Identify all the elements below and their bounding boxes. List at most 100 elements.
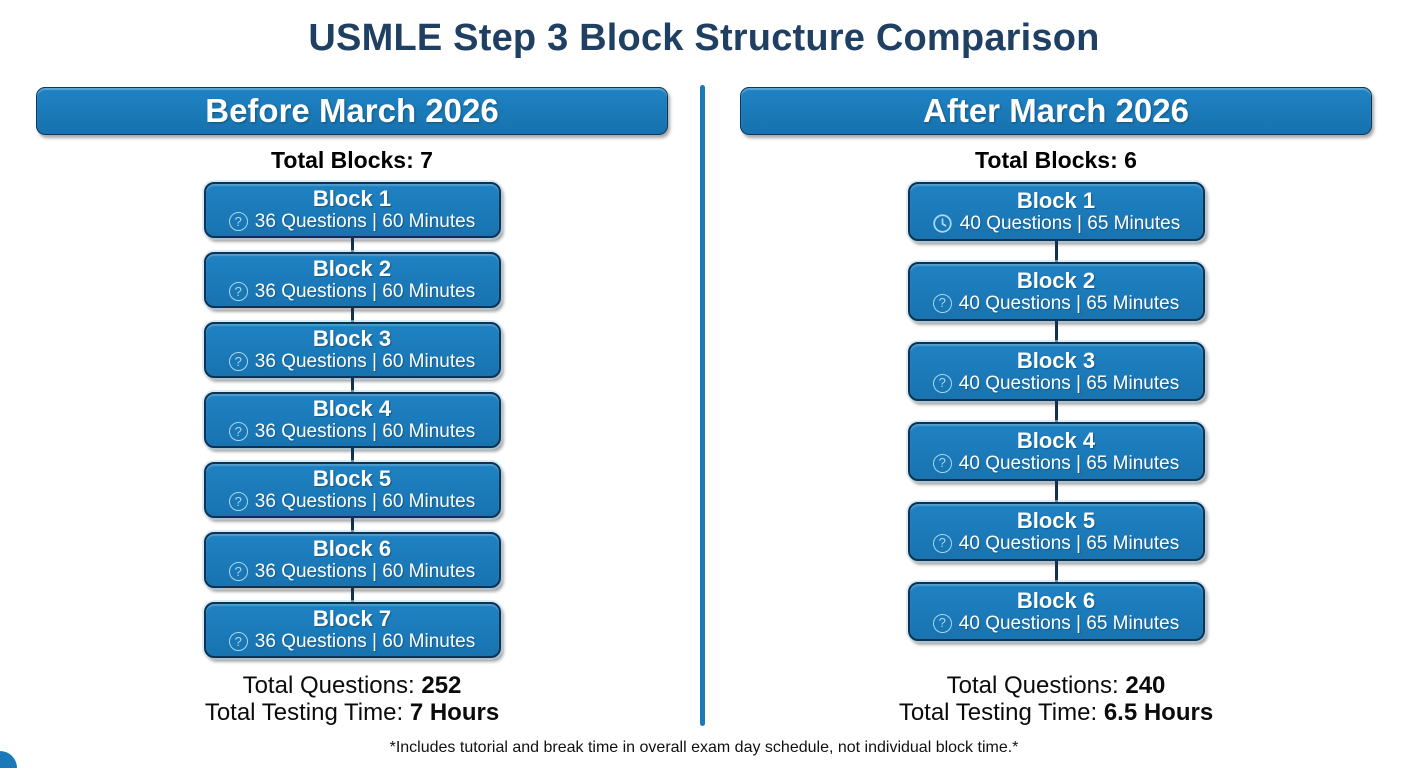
column-after: After March 2026 Total Blocks: 6 Block 1…	[740, 87, 1372, 726]
block-name: Block 2	[1016, 267, 1096, 293]
total-time-label: Total Testing Time:	[204, 699, 404, 726]
connector-line	[350, 308, 354, 322]
block-details: ? 40 Questions | 65 Minutes	[932, 372, 1180, 394]
question-circle-icon: ?	[228, 492, 248, 512]
question-circle-icon: ?	[932, 533, 952, 553]
connector-line	[350, 378, 354, 392]
block-card: Block 5 ? 36 Questions | 60 Minutes	[203, 462, 501, 518]
question-circle-icon: ?	[932, 373, 952, 393]
block-details-text: 40 Questions | 65 Minutes	[958, 372, 1180, 394]
block-card: Block 3 ? 40 Questions | 65 Minutes	[907, 342, 1205, 401]
block-details-text: 36 Questions | 60 Minutes	[254, 631, 476, 653]
block-details: ? 36 Questions | 60 Minutes	[228, 281, 476, 303]
block-card: Block 1 ? 36 Questions | 60 Minutes	[203, 182, 501, 238]
block-card: Block 3 ? 36 Questions | 60 Minutes	[203, 322, 501, 378]
block-details-text: 36 Questions | 60 Minutes	[254, 561, 476, 583]
total-time-label: Total Testing Time:	[898, 699, 1098, 726]
column-before: Before March 2026 Total Blocks: 7 Block …	[36, 87, 668, 726]
block-details-text: 40 Questions | 65 Minutes	[958, 452, 1180, 474]
total-blocks-label: Total Blocks: 7	[271, 147, 433, 173]
question-circle-icon: ?	[228, 212, 248, 232]
block-details: 40 Questions | 65 Minutes	[932, 213, 1180, 234]
column-after-header: After March 2026	[740, 87, 1372, 135]
block-details: ? 36 Questions | 60 Minutes	[228, 491, 476, 513]
block-card: Block 4 ? 40 Questions | 65 Minutes	[907, 422, 1205, 481]
block-list-after: Block 1 40 Questions | 65 Minutes Block …	[907, 182, 1205, 659]
block-details: ? 36 Questions | 60 Minutes	[228, 421, 476, 443]
column-divider	[700, 85, 705, 726]
footnote-text: *Includes tutorial and break time in ove…	[389, 739, 1019, 756]
block-details: ? 36 Questions | 60 Minutes	[228, 561, 476, 583]
connector-line	[350, 238, 354, 252]
total-questions-label: Total Questions:	[242, 672, 415, 699]
question-circle-icon: ?	[228, 632, 248, 652]
block-name: Block 7	[312, 606, 392, 632]
block-card: Block 1 40 Questions | 65 Minutes	[907, 182, 1205, 241]
clock-icon	[933, 214, 952, 233]
block-details-text: 36 Questions | 60 Minutes	[254, 491, 476, 513]
block-details-text: 40 Questions | 65 Minutes	[958, 292, 1180, 314]
block-list-before: Block 1 ? 36 Questions | 60 Minutes Bloc…	[203, 182, 501, 659]
column-totals: Total Questions: 252 Total Testing Time:…	[205, 672, 499, 726]
block-details-text: 40 Questions | 65 Minutes	[958, 532, 1180, 554]
connector-line	[1054, 241, 1058, 262]
total-time-value: 7 Hours	[409, 699, 500, 726]
block-details-text: 40 Questions | 65 Minutes	[959, 212, 1181, 234]
block-details-text: 36 Questions | 60 Minutes	[254, 211, 476, 233]
connector-line	[350, 588, 354, 602]
connector-line	[1054, 401, 1058, 422]
column-totals: Total Questions: 240 Total Testing Time:…	[899, 672, 1213, 726]
block-details: ? 36 Questions | 60 Minutes	[228, 631, 476, 653]
total-questions-value: 240	[1125, 672, 1166, 699]
block-name: Block 3	[1016, 347, 1096, 373]
block-details: ? 36 Questions | 60 Minutes	[228, 351, 476, 373]
connector-line	[350, 448, 354, 462]
connector-line	[350, 518, 354, 532]
block-name: Block 4	[1016, 427, 1096, 453]
total-questions-line: Total Questions: 252	[205, 672, 499, 699]
question-circle-icon: ?	[228, 282, 248, 302]
total-blocks-label: Total Blocks: 6	[975, 147, 1137, 173]
block-card: Block 5 ? 40 Questions | 65 Minutes	[907, 502, 1205, 561]
block-details-text: 40 Questions | 65 Minutes	[958, 612, 1180, 634]
total-questions-line: Total Questions: 240	[899, 672, 1213, 699]
question-circle-icon: ?	[932, 293, 952, 313]
total-time-value: 6.5 Hours	[1103, 699, 1214, 726]
block-details-text: 36 Questions | 60 Minutes	[254, 351, 476, 373]
page-title: USMLE Step 3 Block Structure Comparison	[308, 17, 1100, 59]
total-questions-value: 252	[421, 672, 462, 699]
block-details: ? 40 Questions | 65 Minutes	[932, 532, 1180, 554]
block-card: Block 6 ? 36 Questions | 60 Minutes	[203, 532, 501, 588]
block-name: Block 5	[1016, 507, 1096, 533]
question-circle-icon: ?	[932, 613, 952, 633]
connector-line	[1054, 321, 1058, 342]
question-circle-icon: ?	[228, 352, 248, 372]
total-time-line: Total Testing Time: 7 Hours	[205, 699, 499, 726]
block-name: Block 6	[1016, 587, 1096, 613]
connector-line	[1054, 481, 1058, 502]
question-circle-icon: ?	[228, 562, 248, 582]
block-name: Block 6	[312, 536, 392, 562]
total-time-line: Total Testing Time: 6.5 Hours	[899, 699, 1213, 726]
block-name: Block 2	[312, 256, 392, 282]
column-before-header: Before March 2026	[36, 87, 668, 135]
connector-line	[1054, 561, 1058, 582]
block-card: Block 4 ? 36 Questions | 60 Minutes	[203, 392, 501, 448]
block-details-text: 36 Questions | 60 Minutes	[254, 421, 476, 443]
block-card: Block 2 ? 40 Questions | 65 Minutes	[907, 262, 1205, 321]
block-card: Block 7 ? 36 Questions | 60 Minutes	[203, 602, 501, 658]
block-name: Block 4	[312, 396, 392, 422]
block-details-text: 36 Questions | 60 Minutes	[254, 281, 476, 303]
block-name: Block 3	[312, 326, 392, 352]
block-name: Block 1	[312, 186, 392, 212]
total-questions-label: Total Questions:	[946, 672, 1119, 699]
block-name: Block 1	[1016, 187, 1096, 213]
question-circle-icon: ?	[228, 422, 248, 442]
block-details: ? 36 Questions | 60 Minutes	[228, 211, 476, 233]
block-details: ? 40 Questions | 65 Minutes	[932, 452, 1180, 474]
question-circle-icon: ?	[932, 453, 952, 473]
block-details: ? 40 Questions | 65 Minutes	[932, 292, 1180, 314]
block-details: ? 40 Questions | 65 Minutes	[932, 612, 1180, 634]
block-name: Block 5	[312, 466, 392, 492]
